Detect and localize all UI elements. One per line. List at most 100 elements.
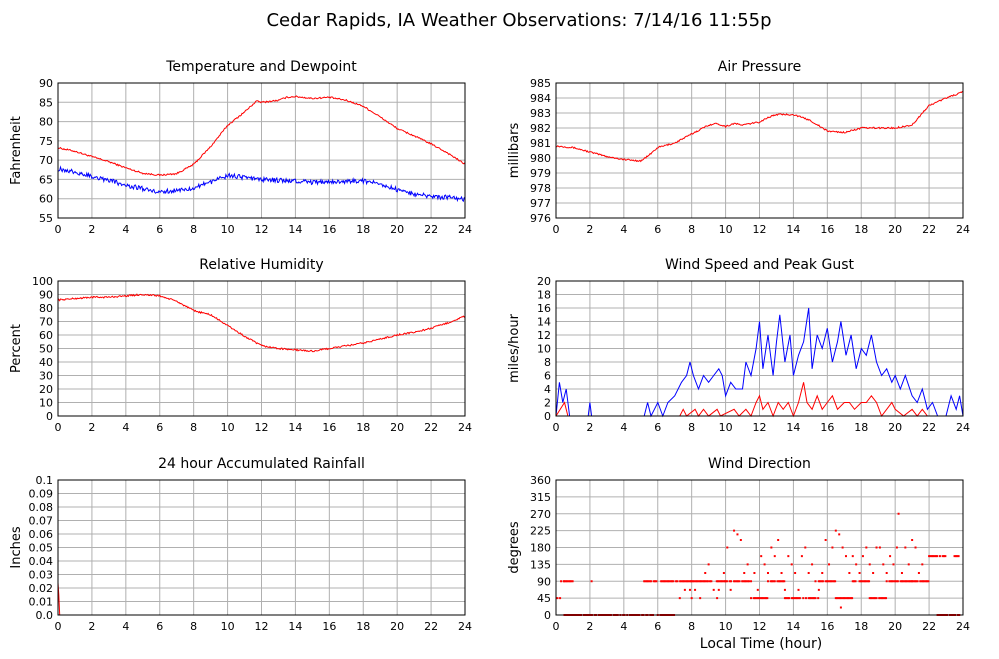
direction-point xyxy=(872,597,875,600)
direction-point xyxy=(911,539,914,541)
direction-title: Wind Direction xyxy=(708,456,811,472)
direction-point xyxy=(668,580,671,583)
direction-point xyxy=(753,572,756,574)
direction-point xyxy=(730,580,733,583)
direction-point xyxy=(889,555,892,558)
x-tick-label: 22 xyxy=(922,620,936,633)
x-tick-label: 10 xyxy=(719,223,733,236)
direction-point xyxy=(907,563,910,566)
direction-point xyxy=(868,597,871,600)
pressure-series-line xyxy=(556,90,964,163)
x-tick-label: 14 xyxy=(288,223,302,236)
x-tick-label: 8 xyxy=(688,421,695,434)
direction-point xyxy=(841,597,844,600)
temp-series-line xyxy=(57,165,466,203)
direction-point xyxy=(760,597,763,600)
direction-point xyxy=(725,580,728,583)
direction-point xyxy=(862,580,865,583)
direction-point xyxy=(777,580,780,583)
direction-point xyxy=(796,597,799,600)
direction-point xyxy=(863,580,866,583)
direction-point xyxy=(855,563,858,566)
y-tick-label: 65 xyxy=(39,173,53,186)
direction-point xyxy=(766,572,769,574)
direction-point xyxy=(693,580,696,583)
direction-point xyxy=(953,555,956,558)
y-tick-label: 0.03 xyxy=(29,569,54,582)
direction-point xyxy=(716,597,719,600)
direction-point xyxy=(794,572,797,574)
direction-point xyxy=(688,580,691,583)
direction-point xyxy=(750,580,753,583)
direction-point xyxy=(759,597,762,600)
x-tick-label: 4 xyxy=(620,223,627,236)
y-tick-label: 10 xyxy=(537,343,551,356)
direction-point xyxy=(819,580,822,583)
x-tick-label: 22 xyxy=(424,223,438,236)
direction-point xyxy=(783,580,786,583)
direction-point xyxy=(772,580,775,583)
direction-point xyxy=(841,546,844,549)
direction-point xyxy=(684,580,687,583)
x-tick-label: 22 xyxy=(922,223,936,236)
y-tick-label: 979 xyxy=(530,167,551,180)
direction-point xyxy=(844,597,847,600)
y-tick-label: 0.1 xyxy=(36,474,54,487)
rain-plot-frame xyxy=(57,479,466,616)
direction-point xyxy=(745,580,748,583)
y-tick-label: 977 xyxy=(530,197,551,210)
y-tick-label: 60 xyxy=(39,329,53,342)
direction-point xyxy=(754,597,757,600)
direction-point xyxy=(848,597,851,600)
direction-point xyxy=(813,597,816,600)
direction-point xyxy=(710,580,713,583)
direction-point xyxy=(683,588,686,591)
direction-point xyxy=(728,580,731,583)
direction-point xyxy=(644,580,647,583)
direction-point xyxy=(944,555,947,558)
direction-point xyxy=(752,597,755,600)
direction-point xyxy=(736,533,739,536)
direction-point xyxy=(776,580,779,583)
direction-point xyxy=(666,580,669,583)
direction-point xyxy=(866,580,869,583)
y-tick-label: 0.07 xyxy=(29,515,54,528)
x-tick-label: 4 xyxy=(122,421,129,434)
direction-point xyxy=(719,580,722,583)
y-tick-label: 0 xyxy=(46,410,53,423)
direction-point xyxy=(907,580,910,583)
direction-point xyxy=(756,597,759,600)
direction-point xyxy=(758,597,761,600)
direction-point xyxy=(811,563,814,566)
y-tick-label: 90 xyxy=(39,289,53,302)
x-tick-label: 20 xyxy=(390,421,404,434)
direction-point xyxy=(760,555,763,558)
direction-point xyxy=(756,588,759,591)
x-tick-label: 12 xyxy=(753,620,767,633)
direction-point xyxy=(821,572,824,574)
x-tick-label: 2 xyxy=(586,620,593,633)
x-tick-label: 12 xyxy=(255,223,269,236)
direction-point xyxy=(817,588,820,591)
direction-point xyxy=(895,546,898,549)
direction-point xyxy=(868,580,871,583)
y-tick-label: 20 xyxy=(537,275,551,288)
direction-point xyxy=(878,546,881,549)
direction-point xyxy=(900,580,903,583)
direction-point xyxy=(854,580,857,583)
direction-point xyxy=(919,580,922,583)
y-tick-label: 984 xyxy=(530,92,551,105)
direction-point xyxy=(802,597,805,600)
direction-point xyxy=(665,580,668,583)
y-tick-label: 983 xyxy=(530,107,551,120)
direction-point xyxy=(847,597,850,600)
direction-point xyxy=(571,580,574,583)
x-tick-label: 6 xyxy=(156,223,163,236)
wind-plot-frame xyxy=(555,280,964,417)
direction-point xyxy=(704,580,707,583)
direction-point xyxy=(880,597,883,600)
direction-point xyxy=(675,580,678,583)
direction-point xyxy=(895,580,898,583)
